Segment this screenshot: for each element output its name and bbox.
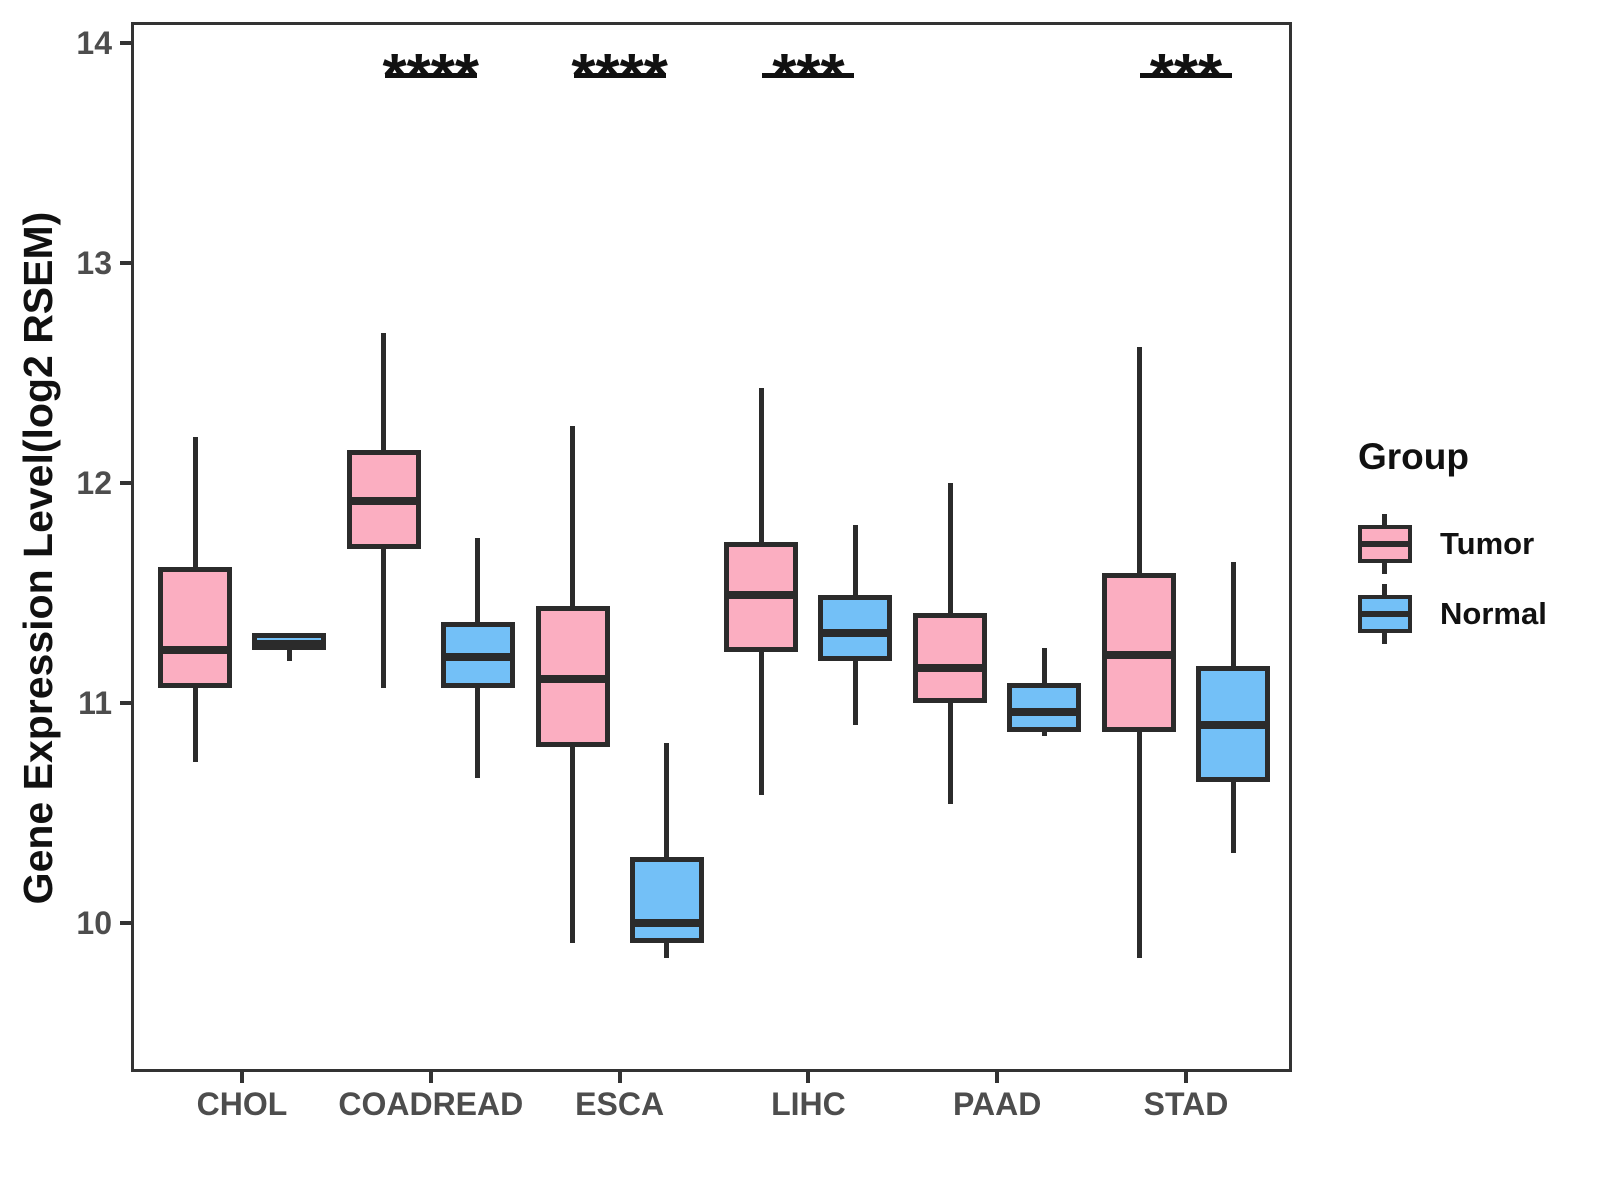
- normal-boxplot-key-icon: [1358, 584, 1412, 644]
- y-tick-label: 14: [76, 25, 112, 61]
- significance-bar-LIHC: [762, 73, 855, 78]
- significance-bar-STAD: [1140, 73, 1232, 78]
- median-normal-LIHC: [818, 628, 893, 637]
- y-tick-mark: [120, 41, 131, 45]
- significance-label-LIHC: ***: [772, 42, 845, 111]
- legend-title: Group: [1358, 436, 1469, 477]
- median-normal-STAD: [1196, 721, 1270, 729]
- y-tick-mark: [120, 481, 131, 485]
- x-tick-label: ESCA: [575, 1086, 665, 1122]
- median-tumor-CHOL: [158, 646, 232, 655]
- significance-label-ESCA: ****: [571, 42, 668, 111]
- median-normal-CHOL: [252, 639, 326, 648]
- whisker-normal-ESCA: [664, 742, 670, 959]
- plot-panel: [131, 22, 1292, 1072]
- median-tumor-COADREAD: [346, 496, 421, 505]
- y-tick-mark: [120, 701, 131, 705]
- significance-bar-COADREAD: [384, 73, 477, 78]
- box-normal-PAAD: [1007, 683, 1082, 732]
- key-median: [1358, 541, 1412, 547]
- median-tumor-LIHC: [724, 591, 799, 600]
- legend-label-tumor: Tumor: [1440, 526, 1535, 561]
- x-tick-mark: [240, 1072, 244, 1083]
- median-normal-ESCA: [629, 919, 704, 927]
- y-tick-label: 11: [78, 685, 112, 721]
- legend: Group Tumor Normal: [1358, 437, 1547, 644]
- box-tumor-PAAD: [913, 612, 988, 703]
- median-normal-PAAD: [1007, 707, 1082, 716]
- median-normal-COADREAD: [440, 652, 515, 661]
- x-tick-label: COADREAD: [338, 1086, 524, 1122]
- x-tick-label: STAD: [1143, 1086, 1229, 1122]
- x-tick-mark: [617, 1072, 622, 1083]
- y-axis-title: Gene Expression Level(log2 RSEM): [15, 211, 61, 905]
- key-median: [1358, 611, 1412, 617]
- significance-label-COADREAD: ****: [382, 42, 480, 111]
- y-tick-label: 10: [76, 905, 112, 941]
- median-tumor-STAD: [1102, 650, 1176, 659]
- x-tick-mark: [1184, 1072, 1188, 1083]
- legend-item-tumor: Tumor: [1358, 514, 1547, 574]
- box-normal-ESCA: [629, 857, 704, 943]
- box-tumor-CHOL: [158, 566, 232, 688]
- box-normal-LIHC: [818, 595, 893, 662]
- median-tumor-PAAD: [913, 663, 988, 672]
- significance-label-STAD: ***: [1149, 42, 1223, 111]
- legend-item-normal: Normal: [1358, 584, 1547, 644]
- x-tick-label: CHOL: [196, 1086, 288, 1122]
- legend-label-normal: Normal: [1440, 596, 1547, 631]
- x-tick-mark: [806, 1072, 811, 1083]
- median-tumor-ESCA: [535, 674, 610, 683]
- y-tick-label: 13: [76, 245, 112, 281]
- y-tick-label: 12: [76, 465, 112, 501]
- tumor-boxplot-key-icon: [1358, 514, 1412, 574]
- x-tick-mark: [995, 1072, 1000, 1083]
- y-tick-mark: [120, 261, 131, 265]
- x-tick-label: PAAD: [953, 1086, 1042, 1122]
- y-tick-mark: [120, 921, 131, 925]
- x-tick-mark: [428, 1072, 433, 1083]
- significance-bar-ESCA: [573, 73, 666, 78]
- x-tick-label: LIHC: [771, 1086, 846, 1122]
